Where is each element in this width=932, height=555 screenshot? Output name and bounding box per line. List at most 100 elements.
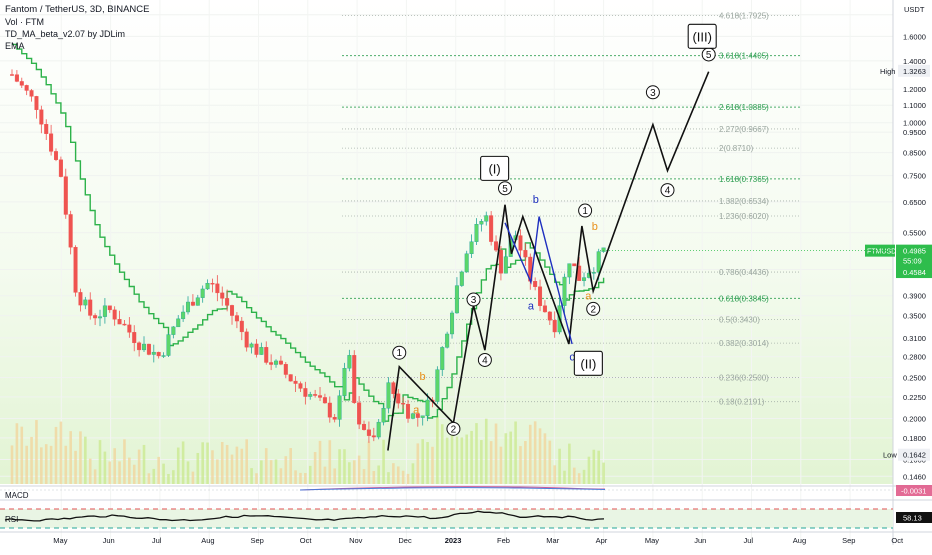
candle-body (44, 124, 49, 134)
candle-body (479, 221, 484, 225)
candle-body (386, 382, 391, 409)
degree-marker-box (687, 23, 717, 49)
candle-body (24, 85, 29, 91)
wave-label: 3 (650, 88, 656, 99)
indicator-volume[interactable]: Vol · FTM (5, 17, 45, 27)
ema-value: 0.4584 (903, 268, 926, 277)
volume-bar (367, 441, 371, 484)
volume-bar (240, 448, 244, 484)
volume-bar (318, 440, 322, 484)
wave-circle (466, 292, 481, 307)
macd-value: -0.0031 (901, 487, 926, 496)
high-tag-bg (898, 64, 930, 77)
volume-bar (79, 431, 82, 484)
volume-bar (260, 460, 263, 484)
fib-label-5: 1.618(0.7365) (719, 175, 769, 184)
high-label: High (880, 67, 895, 76)
candle-body (14, 74, 19, 82)
fib-levels: 4.618(1.7925) 3.618(1.4405) 2.618(1.0885) 2… (342, 11, 800, 407)
volume-bar (289, 448, 292, 484)
degree-marker: (III) (687, 23, 717, 49)
volume-bar (572, 467, 576, 484)
candle-body (547, 311, 552, 321)
candle-body (450, 312, 455, 335)
candle-body (498, 249, 503, 274)
time-tick: Oct (300, 536, 313, 545)
indicator-td-ma[interactable]: TD_MA_beta_v2.07 by JDLim (5, 29, 126, 39)
time-tick: Apr (596, 536, 608, 545)
volume-bar (563, 470, 566, 484)
volume-bar (328, 440, 332, 484)
candle-body (73, 247, 78, 293)
chart-legend: Fantom / TetherUS, 3D, BINANCE Vol · FTM… (5, 4, 150, 52)
volume-bar (15, 423, 19, 484)
candle-body (523, 250, 528, 258)
wave-circle (660, 183, 675, 198)
price-tick: 0.2250 (903, 393, 926, 402)
volume-bar (186, 461, 190, 484)
volume-bar (30, 436, 33, 484)
time-axis[interactable]: May Jun Jul Aug Sep Oct Nov Dec 2023 Feb Mar Apr May… (0, 531, 932, 545)
fib-label-9: 0.618(0.3845) (719, 294, 769, 303)
candle-body (391, 382, 396, 395)
candle-body (190, 301, 195, 306)
wave-label: 5 (706, 50, 712, 61)
volume-bar (304, 472, 307, 484)
time-tick: Dec (398, 536, 412, 545)
candle-body (34, 96, 39, 110)
volume-bar (250, 468, 253, 484)
candle-body (293, 380, 298, 384)
fib-label-11: 0.382(0.3014) (719, 339, 769, 348)
candles (9, 69, 606, 443)
candle-body (342, 368, 347, 396)
candle-body (454, 285, 459, 314)
candle-body (274, 360, 279, 365)
candle-body (205, 282, 210, 290)
candle-body (542, 305, 547, 313)
candle-body (318, 395, 323, 398)
fib-label-3: 2.272(0.9667) (719, 125, 769, 134)
volume-bar (533, 421, 537, 484)
volume-bar (421, 439, 424, 484)
volume-bar (176, 447, 180, 484)
time-tick: Aug (793, 536, 806, 545)
wave-letter: a (585, 291, 592, 303)
candle-body (88, 299, 93, 316)
fib-label-2: 2.618(1.0885) (719, 103, 769, 112)
degree-marker-box (573, 350, 603, 376)
candle-body (420, 415, 425, 418)
price-tick: 1.0000 (903, 119, 926, 128)
volume-bar (333, 468, 336, 484)
candle-body (469, 241, 474, 254)
candle-body (117, 319, 122, 325)
symbol-title[interactable]: Fantom / TetherUS, 3D, BINANCE (5, 4, 150, 15)
volume-bar (582, 469, 586, 484)
volume-bar (377, 465, 380, 484)
wave-circle (578, 203, 593, 218)
price-axis[interactable]: USDT 1.6000 1.4000 1.2000 1.1000 1.00000.9500… (600, 0, 932, 550)
volume-bar (308, 465, 312, 484)
candle-body (406, 403, 411, 419)
candle-body (347, 355, 352, 369)
indicator-ema[interactable]: EMA (5, 41, 25, 51)
candle-body (9, 74, 14, 76)
volume-bar (84, 436, 87, 484)
volume-bar (568, 443, 571, 484)
fib-label-10: 0.5(0.3430) (719, 315, 760, 324)
volume-bar (587, 456, 591, 484)
volume-bar (284, 456, 288, 484)
volume-bar (142, 444, 146, 484)
candle-body (58, 159, 63, 177)
time-tick: Sep (842, 536, 855, 545)
candle-body (171, 326, 176, 335)
candle-body (225, 298, 230, 306)
volume-bar (162, 463, 165, 484)
volume-bar (269, 460, 273, 484)
candle-body (112, 309, 117, 320)
volume-bar (64, 445, 68, 484)
volume-bar (362, 469, 366, 484)
volume-bar (357, 455, 361, 484)
wave-circle (477, 352, 492, 367)
